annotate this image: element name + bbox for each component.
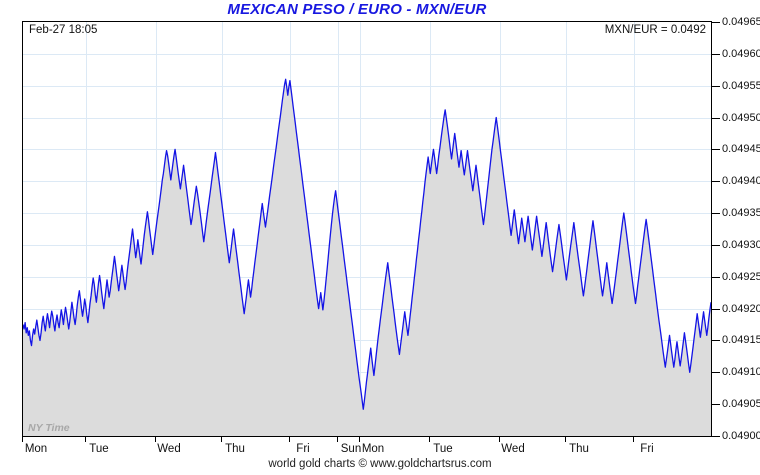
x-axis-tick [499, 437, 500, 442]
y-axis-label: 0.04935 [722, 207, 760, 220]
chart-title: MEXICAN PESO / EURO - MXN/EUR [227, 1, 487, 18]
y-axis-label: 0.04965 [722, 16, 760, 28]
price-area-chart [23, 22, 711, 436]
x-axis-label: Thu [569, 443, 589, 455]
y-axis-label: 0.04925 [722, 270, 760, 283]
x-axis-tick [22, 437, 23, 442]
x-axis-tick [359, 437, 360, 442]
x-axis-label: Fri [296, 443, 310, 455]
y-axis-label: 0.04920 [722, 302, 760, 315]
x-axis-label: Wed [157, 443, 181, 455]
series-line [23, 78, 711, 410]
x-axis-tick [633, 437, 634, 442]
y-axis-label: 0.04930 [722, 238, 760, 251]
y-axis-label: 0.04940 [722, 175, 760, 188]
footer-credit: world gold charts © www.goldchartsrus.co… [268, 458, 492, 470]
y-axis-label: 0.04910 [722, 366, 760, 379]
x-axis-label: Mon [24, 443, 48, 455]
y-axis-right: 0.04965 0.04960 0.04955 0.04950 0.04945 0.049… [712, 16, 760, 442]
x-axis-tick [565, 437, 566, 442]
x-axis-label: Thu [225, 443, 245, 455]
x-axis-label: Sun [340, 443, 362, 455]
timezone-watermark: NY Time [28, 422, 70, 434]
x-axis-label: Fri [640, 443, 654, 455]
y-axis-tick [712, 244, 720, 246]
x-axis-tick [221, 437, 222, 442]
series-area-fill [23, 79, 711, 436]
y-axis-label: 0.04915 [722, 334, 760, 347]
x-axis-tick [85, 437, 86, 442]
y-axis-tick [712, 404, 720, 406]
x-axis-tick [289, 437, 290, 442]
x-axis-tick [429, 437, 430, 442]
x-axis-tick [337, 437, 338, 442]
y-axis-tick [712, 372, 720, 374]
y-axis-tick [712, 276, 720, 278]
y-axis-label: 0.04950 [722, 111, 760, 124]
y-axis-tick [712, 181, 720, 183]
x-axis-label: Wed [501, 443, 525, 455]
y-axis-tick [712, 213, 720, 215]
y-axis-label: 0.04945 [722, 143, 760, 156]
y-axis-tick [712, 436, 720, 437]
y-axis-tick [712, 149, 720, 151]
x-axis-label: Tue [433, 443, 453, 455]
y-axis-tick [712, 308, 720, 310]
y-axis-tick [712, 340, 720, 342]
plot-area[interactable]: Feb-27 18:05 MXN/EUR = 0.0492 NY Time [22, 21, 712, 437]
y-axis-label: 0.04955 [722, 79, 760, 92]
y-axis-tick [712, 22, 720, 23]
y-axis-label: 0.04960 [722, 47, 760, 60]
y-axis-label: 0.04905 [722, 398, 760, 411]
y-axis-tick [712, 117, 720, 119]
x-axis-bottom: Mon Tue Wed Thu Fri Sun Mon Tue Wed Thu Fri [22, 437, 712, 457]
x-axis-tick [155, 437, 156, 442]
y-axis-tick [712, 53, 720, 55]
y-axis-tick [712, 85, 720, 87]
x-axis-label: Tue [89, 443, 109, 455]
y-axis-label: 0.04900 [722, 430, 760, 442]
x-axis-label: Mon [361, 443, 385, 455]
